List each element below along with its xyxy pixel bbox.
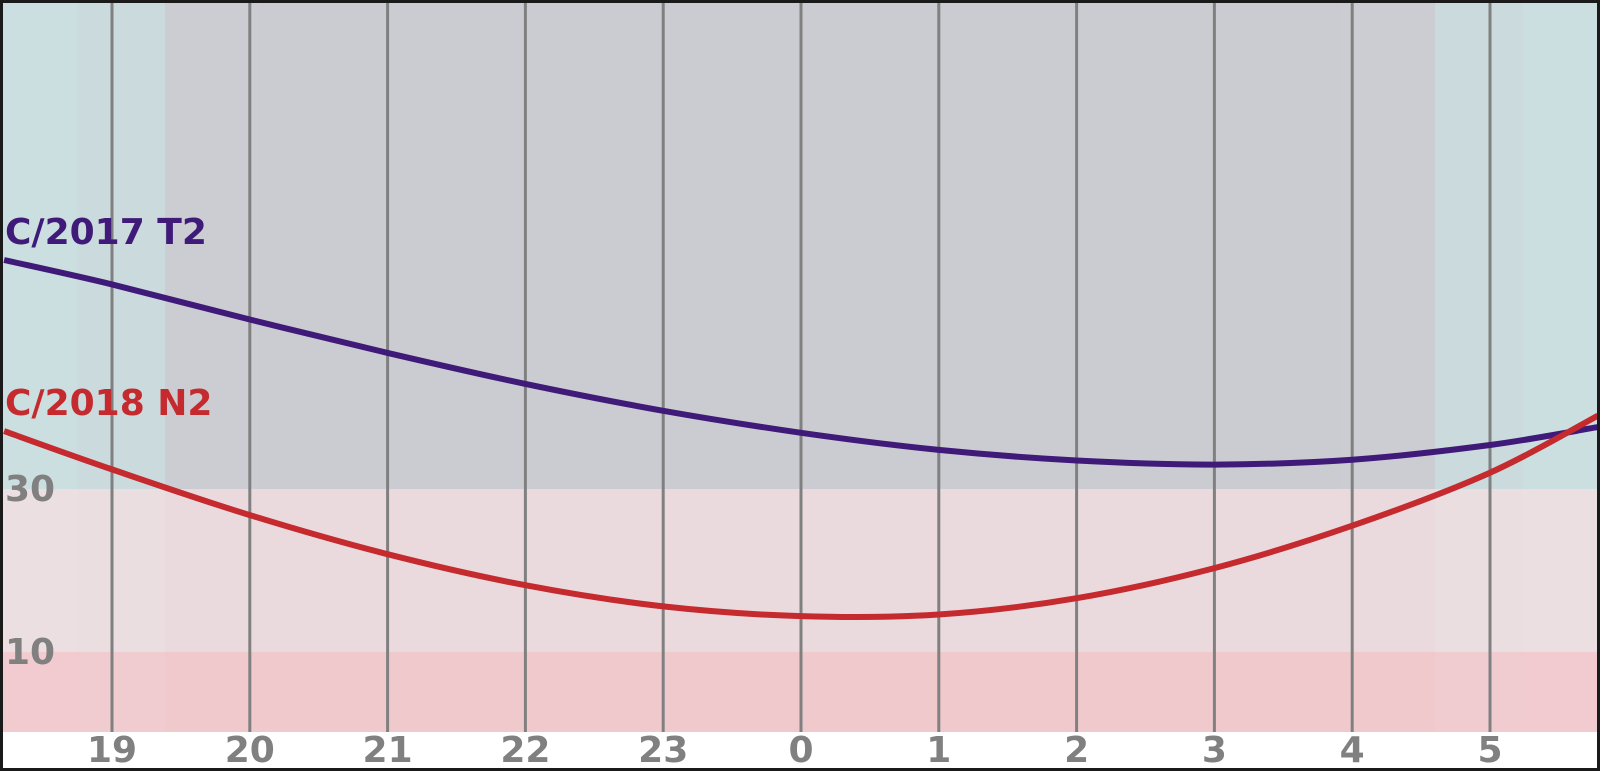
series-labels: C/2017 T2 C/2018 N2 — [5, 212, 212, 424]
x-tick-5: 5 — [1477, 730, 1502, 771]
x-tick-23: 23 — [638, 730, 688, 771]
x-tick-19: 19 — [87, 730, 137, 771]
x-tick-2: 2 — [1064, 730, 1089, 771]
series-lines — [3, 257, 1600, 621]
x-tick-20: 20 — [225, 730, 275, 771]
y-tick-labels: 30 10 — [5, 469, 55, 673]
series-label-c-2018-n2: C/2018 N2 — [5, 383, 212, 424]
x-tick-labels: 19 20 21 22 23 0 1 2 3 4 5 — [87, 730, 1503, 771]
y-tick-10: 10 — [5, 632, 55, 673]
x-tick-4: 4 — [1340, 730, 1365, 771]
series-label-c-2017-t2: C/2017 T2 — [5, 212, 207, 253]
series-line-c-2018-n2 — [3, 412, 1600, 621]
x-tick-1: 1 — [926, 730, 951, 771]
series-line-c-2017-t2 — [3, 257, 1599, 468]
x-axis-strip — [3, 732, 1597, 768]
hour-gridlines — [110, 3, 1492, 732]
x-tick-22: 22 — [500, 730, 550, 771]
x-tick-0: 0 — [788, 730, 813, 771]
y-tick-30: 30 — [5, 469, 55, 510]
x-tick-21: 21 — [363, 730, 413, 771]
x-tick-3: 3 — [1202, 730, 1227, 771]
